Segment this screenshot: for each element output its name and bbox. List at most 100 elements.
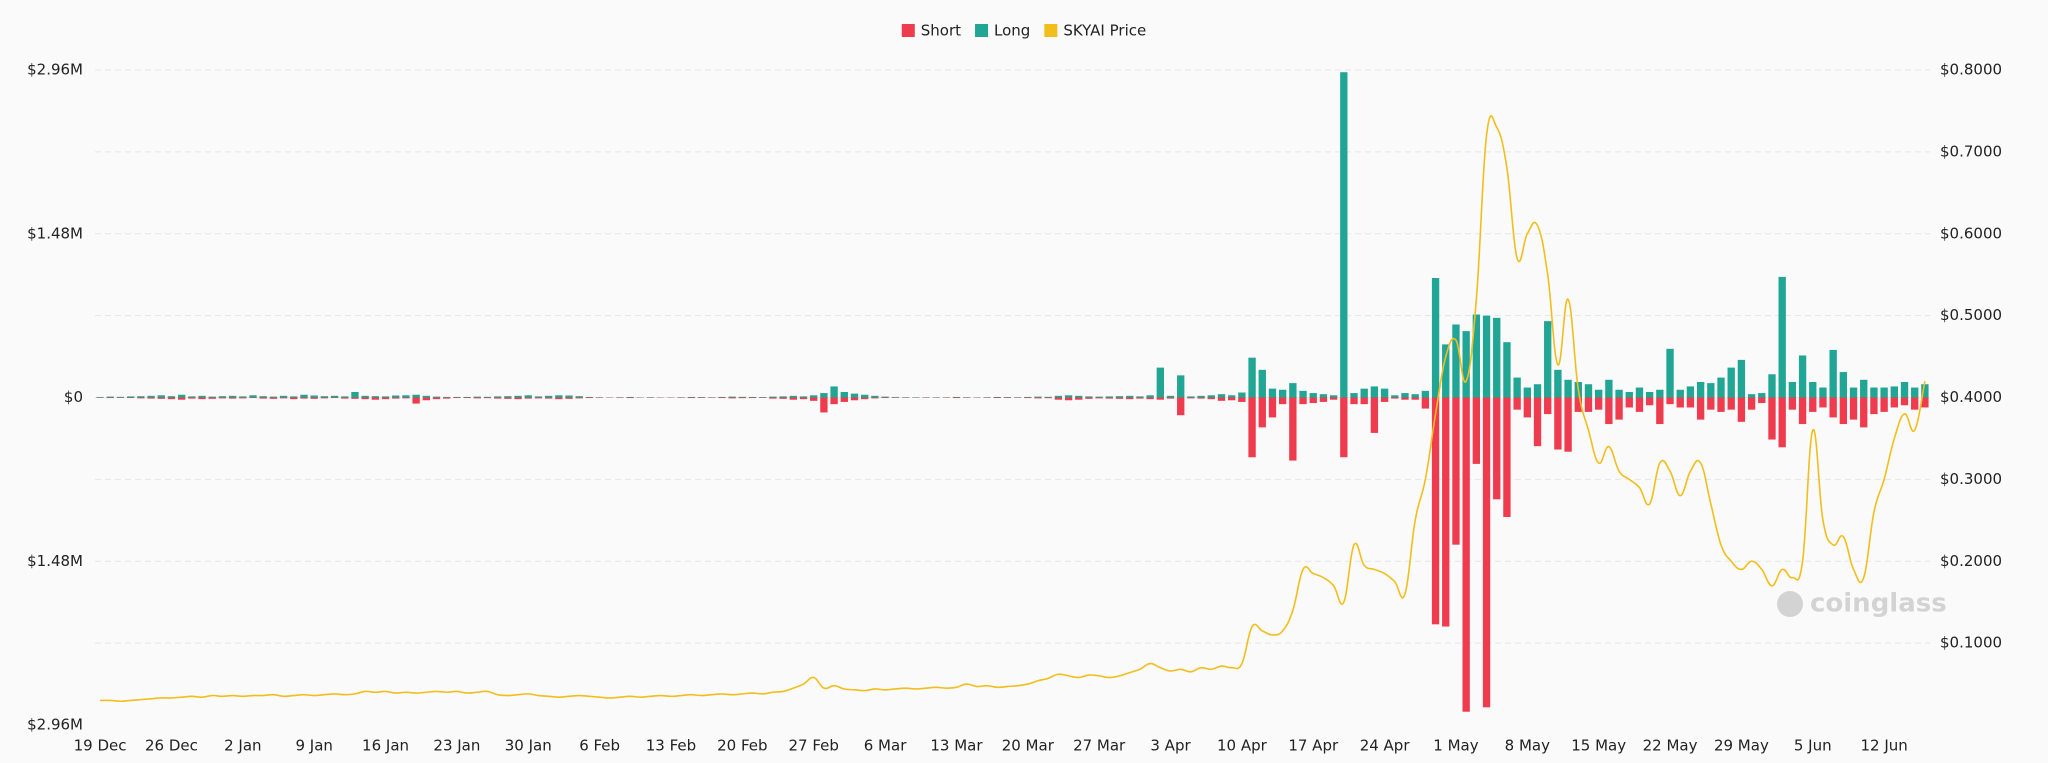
bar [871,397,879,399]
bar [1115,396,1124,398]
bar [748,397,757,399]
bar [1656,389,1664,398]
bar [473,397,481,399]
bar [371,396,380,398]
bar [1024,396,1032,398]
bar [483,397,492,399]
bar [167,396,176,398]
y2-tick-label: $0.1000 [1940,634,2002,652]
bar [544,395,553,398]
bar [198,395,206,398]
bar [473,396,481,398]
bar [534,396,543,398]
bar [1299,397,1307,405]
bar [290,397,298,400]
bar [1788,397,1797,410]
bar [1207,397,1215,400]
bar [1442,397,1450,627]
bar [371,397,380,400]
legend-label: Long [994,22,1030,40]
bar [1482,315,1491,398]
y-tick-label: $1.48M [27,224,83,242]
bar [718,397,726,399]
bar [504,396,512,398]
bar [1676,389,1684,398]
bar [381,397,390,400]
bar [494,397,502,399]
bar [279,397,288,399]
bar [1645,391,1654,398]
x-tick-label: 27 Mar [1073,737,1126,755]
bar [1248,397,1256,458]
bar [585,397,594,399]
bar [341,396,349,398]
bar [1493,317,1501,398]
bar [1217,394,1226,398]
bar [116,396,125,398]
y2-tick-label: $0.6000 [1940,224,2002,242]
bar [1319,397,1328,402]
bar [188,397,196,399]
bar [1258,397,1266,428]
x-tick-label: 3 Apr [1150,737,1191,755]
bar [1717,377,1725,398]
bar [1095,396,1103,398]
x-tick-label: 6 Mar [864,737,907,755]
bar-series [96,72,1929,398]
x-tick-label: 22 May [1643,737,1698,755]
bar [1880,397,1888,412]
bar [565,395,573,398]
bar [1921,397,1929,408]
bar [106,396,114,398]
bar [1064,397,1073,401]
bar [1533,384,1542,398]
y2-tick-label: $0.3000 [1940,470,2002,488]
bar [830,397,838,405]
bar [687,397,696,399]
bar [1278,397,1287,405]
bar [1584,384,1593,398]
bar [514,397,522,400]
bar [769,397,777,399]
bar [330,397,339,399]
bar [555,397,563,400]
bar [1513,397,1521,410]
bar [1819,397,1827,408]
bar [840,391,848,398]
bar [810,395,818,398]
bar [1075,395,1083,398]
bar [1686,397,1695,408]
watermark-text: coinglass [1810,589,1947,619]
bar [1238,397,1246,402]
bar [1900,382,1909,398]
bar [830,386,838,398]
bar [861,397,869,400]
bar [1645,397,1654,406]
bar [1595,397,1603,410]
bar [1615,389,1623,398]
y-tick-label: $2.96M [27,716,83,734]
bar [239,396,247,398]
bar [1421,390,1430,398]
bar [1431,278,1440,398]
bar [198,397,206,400]
bar [249,397,257,399]
bar [1747,394,1756,398]
bar [1360,397,1368,405]
x-tick-label: 20 Feb [717,737,767,755]
bar [565,397,573,399]
bar [1156,397,1164,400]
bar [1380,397,1389,402]
bar [96,396,104,398]
bar [1900,397,1909,406]
legend: Short Long SKYAI Price [901,22,1146,40]
price-line [100,115,1926,703]
bar [137,397,145,399]
bar [167,397,176,400]
bar [1768,397,1776,440]
x-tick-label: 13 Feb [646,737,696,755]
bar [1044,396,1052,398]
bar [1523,397,1531,418]
